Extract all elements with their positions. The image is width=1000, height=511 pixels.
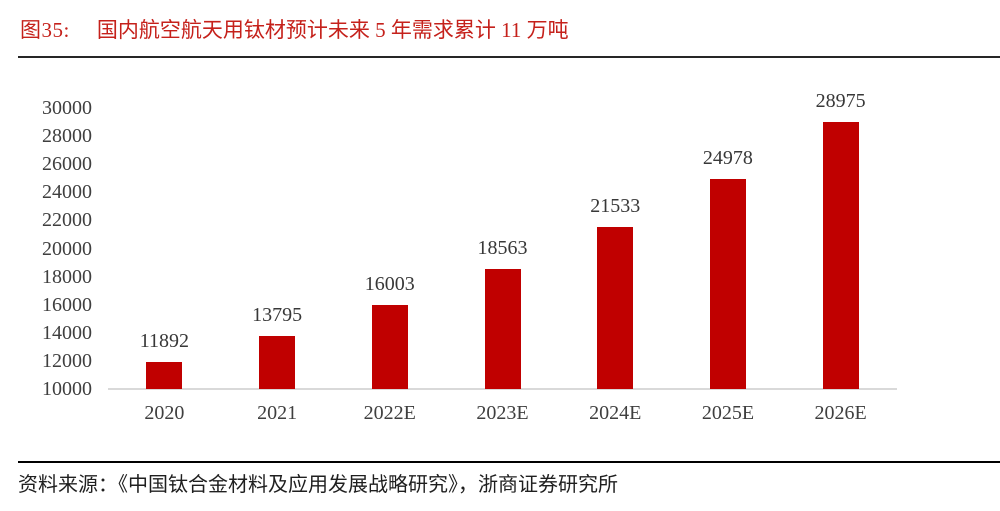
bar (484, 268, 521, 389)
y-axis-tick-label: 14000 (42, 321, 92, 344)
bar-value-label: 13795 (252, 303, 303, 326)
y-axis-tick-label: 12000 (42, 349, 92, 372)
y-axis-tick-label: 10000 (42, 378, 92, 400)
x-axis-category-label: 2024E (589, 402, 642, 424)
bar-value-label: 18563 (477, 236, 528, 259)
title-divider-rule (18, 56, 1000, 58)
x-axis-category-label: 2023E (476, 402, 529, 424)
figure-title: 图35: 国内航空航天用钛材预计未来 5 年需求累计 11 万吨 (20, 17, 569, 43)
figure-title-text: 国内航空航天用钛材预计未来 5 年需求累计 11 万吨 (96, 18, 569, 42)
y-axis-tick-label: 26000 (42, 153, 92, 176)
bar (597, 226, 634, 389)
bar (371, 304, 408, 389)
x-axis-category-label: 2026E (814, 402, 867, 424)
y-axis-tick-label: 20000 (42, 237, 92, 260)
data-source-note: 资料来源：《中国钛合金材料及应用发展战略研究》，浙商证券研究所 (18, 474, 618, 496)
y-axis-tick-label: 24000 (42, 181, 92, 204)
x-axis-category-label: 2021 (257, 402, 298, 424)
figure-number-label: 图35: (20, 18, 70, 42)
bar-value-label: 11892 (139, 330, 189, 353)
y-axis-tick-label: 28000 (42, 125, 92, 148)
bar (822, 122, 859, 389)
y-axis-tick-label: 30000 (42, 97, 92, 119)
bar-value-label: 28975 (815, 90, 866, 113)
x-axis-baseline (108, 388, 897, 390)
y-axis-tick-label: 16000 (42, 293, 92, 316)
y-axis-tick-label: 18000 (42, 265, 92, 288)
bar-value-label: 24978 (702, 146, 753, 169)
bar-value-label: 16003 (364, 272, 415, 295)
footer-divider-rule (18, 461, 1000, 463)
bar (709, 178, 746, 389)
bar (259, 335, 296, 389)
x-axis-category-label: 2022E (363, 402, 416, 424)
bar-value-label: 21533 (590, 194, 641, 217)
bar (146, 362, 183, 389)
x-axis-category-label: 2020 (144, 402, 185, 424)
x-axis-category-label: 2025E (701, 402, 755, 424)
y-axis-tick-label: 22000 (42, 209, 92, 232)
